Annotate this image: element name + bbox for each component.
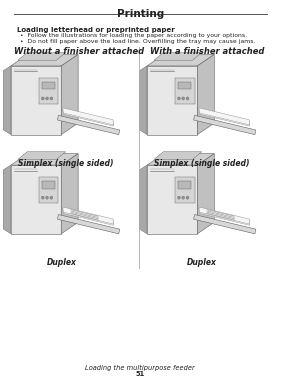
Polygon shape bbox=[147, 54, 214, 66]
Polygon shape bbox=[199, 208, 250, 225]
Circle shape bbox=[41, 196, 44, 199]
Polygon shape bbox=[3, 66, 11, 135]
Polygon shape bbox=[11, 165, 61, 234]
Text: Simplex (single sided): Simplex (single sided) bbox=[18, 159, 114, 168]
Polygon shape bbox=[147, 66, 197, 135]
Polygon shape bbox=[175, 177, 195, 203]
Polygon shape bbox=[147, 154, 214, 165]
Polygon shape bbox=[11, 154, 78, 165]
Circle shape bbox=[177, 97, 180, 100]
Polygon shape bbox=[61, 154, 78, 234]
Circle shape bbox=[46, 196, 49, 199]
Polygon shape bbox=[39, 177, 58, 203]
Bar bbox=[178, 82, 191, 89]
Circle shape bbox=[182, 196, 185, 199]
Polygon shape bbox=[63, 109, 114, 126]
Text: Duplex: Duplex bbox=[187, 258, 217, 267]
Circle shape bbox=[50, 196, 53, 199]
Circle shape bbox=[186, 196, 189, 199]
Polygon shape bbox=[154, 152, 202, 159]
Polygon shape bbox=[11, 66, 61, 135]
Polygon shape bbox=[194, 215, 256, 234]
Bar bbox=[42, 181, 55, 189]
Polygon shape bbox=[63, 208, 114, 225]
Text: Without a finisher attached: Without a finisher attached bbox=[14, 47, 144, 56]
Polygon shape bbox=[194, 116, 256, 135]
Circle shape bbox=[41, 97, 44, 100]
Bar bbox=[42, 82, 55, 89]
Bar bbox=[178, 181, 191, 189]
Text: With a finisher attached: With a finisher attached bbox=[150, 47, 265, 56]
Polygon shape bbox=[58, 215, 120, 234]
Polygon shape bbox=[140, 66, 147, 135]
Circle shape bbox=[46, 97, 49, 100]
Polygon shape bbox=[18, 152, 66, 159]
Text: Simplex (single sided): Simplex (single sided) bbox=[154, 159, 250, 168]
Text: Loading letterhead or preprinted paper: Loading letterhead or preprinted paper bbox=[17, 27, 175, 33]
Text: Loading the multipurpose feeder: Loading the multipurpose feeder bbox=[85, 365, 195, 371]
Text: •  Follow the illustrations for loading the paper according to your options.: • Follow the illustrations for loading t… bbox=[20, 33, 247, 39]
Text: •  Do not fill paper above the load line. Overfilling the tray may cause jams.: • Do not fill paper above the load line.… bbox=[20, 39, 255, 44]
Polygon shape bbox=[197, 154, 214, 234]
Polygon shape bbox=[63, 108, 114, 125]
Polygon shape bbox=[175, 77, 195, 104]
Polygon shape bbox=[199, 207, 250, 224]
Polygon shape bbox=[58, 116, 120, 135]
Polygon shape bbox=[140, 165, 147, 234]
Polygon shape bbox=[197, 54, 214, 135]
Polygon shape bbox=[11, 54, 78, 66]
Polygon shape bbox=[63, 207, 114, 224]
Text: Printing: Printing bbox=[117, 9, 164, 19]
Circle shape bbox=[50, 97, 53, 100]
Circle shape bbox=[182, 97, 185, 100]
Polygon shape bbox=[3, 165, 11, 234]
Polygon shape bbox=[147, 165, 197, 234]
Polygon shape bbox=[18, 53, 66, 60]
Polygon shape bbox=[61, 54, 78, 135]
Circle shape bbox=[186, 97, 189, 100]
Polygon shape bbox=[199, 109, 250, 126]
Text: Duplex: Duplex bbox=[47, 258, 77, 267]
Circle shape bbox=[177, 196, 180, 199]
Text: 51: 51 bbox=[136, 371, 145, 377]
Polygon shape bbox=[199, 108, 250, 125]
Polygon shape bbox=[154, 53, 202, 60]
Polygon shape bbox=[39, 77, 58, 104]
